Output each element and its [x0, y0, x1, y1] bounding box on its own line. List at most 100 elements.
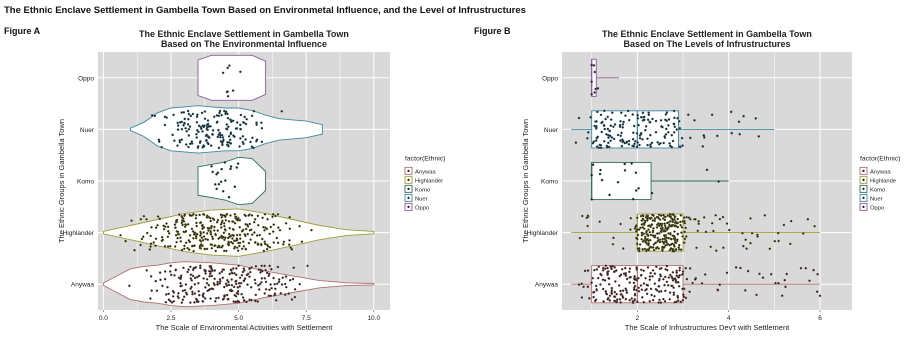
- data-point: [238, 225, 241, 229]
- data-point: [195, 224, 198, 228]
- data-point: [682, 216, 686, 219]
- data-point: [193, 231, 196, 235]
- data-point: [647, 228, 650, 231]
- data-point: [628, 270, 631, 274]
- data-point: [603, 267, 607, 271]
- data-point: [634, 171, 638, 174]
- legend-label: Anywaa: [415, 169, 436, 175]
- data-point: [663, 135, 666, 138]
- data-point: [227, 220, 231, 223]
- data-point: [662, 213, 665, 217]
- data-point: [205, 133, 208, 137]
- data-point: [653, 294, 656, 298]
- data-point: [172, 300, 176, 303]
- data-point: [610, 136, 614, 139]
- data-point: [605, 144, 609, 148]
- data-point: [667, 124, 670, 127]
- data-point: [593, 91, 596, 94]
- data-point: [716, 134, 719, 138]
- data-point: [171, 133, 174, 137]
- data-point: [599, 283, 602, 286]
- data-point: [639, 115, 643, 119]
- data-point: [636, 216, 639, 220]
- data-point: [649, 287, 653, 291]
- data-point: [739, 266, 742, 270]
- data-point: [237, 264, 240, 267]
- data-point: [174, 226, 177, 229]
- data-point: [233, 245, 237, 249]
- data-point: [721, 215, 725, 219]
- data-point: [204, 286, 207, 289]
- data-point: [202, 292, 205, 295]
- data-point: [658, 218, 662, 221]
- data-point: [277, 226, 280, 229]
- data-point: [166, 245, 170, 248]
- data-point: [213, 244, 216, 248]
- data-point: [277, 278, 281, 281]
- data-point: [250, 214, 254, 217]
- legend-item-komo: Komo: [404, 184, 430, 193]
- data-point: [671, 249, 674, 253]
- data-point: [773, 239, 777, 243]
- data-point: [606, 272, 609, 276]
- data-point: [640, 223, 644, 226]
- data-point: [211, 129, 215, 132]
- data-point: [180, 138, 184, 141]
- data-point: [243, 277, 247, 280]
- data-point: [818, 294, 822, 298]
- data-point: [680, 136, 684, 140]
- data-point: [175, 219, 178, 222]
- data-point: [630, 162, 633, 165]
- data-point: [635, 189, 638, 192]
- data-point: [649, 143, 652, 146]
- data-point: [670, 284, 673, 288]
- data-point: [633, 284, 637, 288]
- data-point: [671, 212, 675, 216]
- data-point: [673, 116, 676, 120]
- data-point: [290, 248, 294, 251]
- data-point: [595, 145, 599, 148]
- data-point: [283, 282, 287, 286]
- data-point: [662, 277, 665, 281]
- data-point: [203, 117, 207, 120]
- data-point: [230, 283, 234, 287]
- data-point: [277, 280, 281, 284]
- data-point: [662, 246, 666, 249]
- data-point: [619, 289, 622, 293]
- data-point: [607, 276, 610, 280]
- data-point: [621, 126, 624, 129]
- data-point: [167, 232, 171, 235]
- data-point: [757, 135, 761, 138]
- data-point: [684, 226, 687, 230]
- data-point: [289, 246, 292, 249]
- data-point: [228, 272, 231, 276]
- data-point: [586, 137, 589, 140]
- data-point: [124, 239, 127, 243]
- data-point: [683, 221, 686, 225]
- data-point: [272, 223, 275, 226]
- data-point: [223, 295, 226, 298]
- data-point: [216, 218, 220, 222]
- data-point: [653, 219, 656, 223]
- data-point: [223, 161, 227, 164]
- data-point: [676, 116, 679, 120]
- legend-label: Oppo: [415, 205, 429, 211]
- data-point: [643, 235, 647, 239]
- data-point: [232, 228, 235, 231]
- data-point: [239, 70, 242, 74]
- data-point: [202, 231, 205, 234]
- data-point: [604, 290, 607, 293]
- data-point: [672, 243, 676, 246]
- data-point: [184, 241, 188, 244]
- data-point: [263, 277, 267, 280]
- data-point: [582, 285, 585, 289]
- data-point: [284, 293, 287, 296]
- legend-label: Oppo: [870, 205, 884, 211]
- data-point: [217, 133, 220, 136]
- data-point: [248, 229, 252, 232]
- data-point: [196, 232, 199, 236]
- data-point: [239, 127, 243, 131]
- data-point: [240, 292, 243, 296]
- data-point: [198, 238, 202, 242]
- data-point: [300, 240, 304, 243]
